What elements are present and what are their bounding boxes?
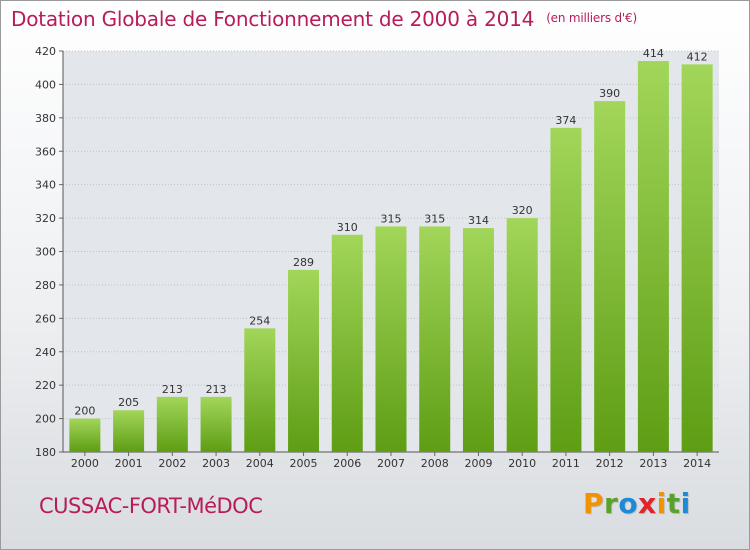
x-tick-label: 2002 — [158, 457, 186, 470]
chart-title: Dotation Globale de Fonctionnement de 20… — [11, 7, 637, 31]
x-tick-label: 2008 — [421, 457, 449, 470]
x-tick-label: 2007 — [377, 457, 405, 470]
logo-letter: P — [583, 487, 605, 520]
bar-value-label: 310 — [337, 221, 358, 234]
bar-value-label: 390 — [599, 87, 620, 100]
bar — [288, 269, 320, 452]
logo-letter: r — [604, 487, 619, 520]
bar-value-label: 213 — [162, 383, 183, 396]
proxiti-logo: Proxiti — [583, 487, 691, 520]
x-tick-label: 2004 — [246, 457, 274, 470]
logo-letter: i — [656, 487, 667, 520]
bar — [69, 418, 101, 452]
x-tick-label: 2014 — [683, 457, 711, 470]
y-tick-label: 400 — [35, 78, 56, 91]
bar-value-label: 414 — [643, 47, 664, 60]
bar-value-label: 200 — [74, 405, 95, 418]
bar — [419, 226, 451, 452]
y-tick-label: 220 — [35, 379, 56, 392]
bar-value-label: 314 — [468, 214, 489, 227]
y-tick-label: 260 — [35, 312, 56, 325]
y-tick-label: 380 — [35, 112, 56, 125]
bar-value-label: 205 — [118, 396, 139, 409]
unit-note: (en milliers d'€) — [546, 11, 637, 25]
bar-value-label: 289 — [293, 256, 314, 269]
chart-title-text: Dotation Globale de Fonctionnement de 20… — [11, 7, 535, 31]
x-tick-label: 2012 — [596, 457, 624, 470]
commune-name: CUSSAC-FORT-MéDOC — [39, 494, 263, 518]
bar — [462, 228, 494, 452]
x-tick-label: 2010 — [508, 457, 536, 470]
bar-value-label: 374 — [555, 114, 576, 127]
bar — [550, 127, 582, 452]
y-tick-label: 200 — [35, 413, 56, 426]
bar — [113, 410, 145, 452]
logo-letter: i — [680, 487, 691, 520]
y-tick-label: 240 — [35, 346, 56, 359]
bar — [594, 101, 626, 452]
x-tick-label: 2011 — [552, 457, 580, 470]
logo-letter: o — [618, 487, 639, 520]
bar-value-label: 320 — [512, 204, 533, 217]
bar — [375, 226, 407, 452]
x-tick-label: 2001 — [115, 457, 143, 470]
bar — [681, 64, 713, 452]
bar — [244, 328, 276, 452]
logo-letter: x — [638, 487, 657, 520]
y-tick-label: 360 — [35, 145, 56, 158]
x-tick-label: 2000 — [71, 457, 99, 470]
bar-value-label: 412 — [687, 50, 708, 63]
bar-value-label: 315 — [381, 212, 402, 225]
bar-value-label: 315 — [424, 212, 445, 225]
y-tick-label: 300 — [35, 246, 56, 259]
x-tick-label: 2005 — [290, 457, 318, 470]
y-tick-label: 340 — [35, 179, 56, 192]
x-tick-label: 2006 — [333, 457, 361, 470]
bar — [637, 61, 669, 453]
bar — [156, 396, 188, 452]
x-tick-label: 2003 — [202, 457, 230, 470]
y-tick-label: 420 — [35, 45, 56, 58]
bar — [506, 218, 538, 452]
x-tick-label: 2009 — [464, 457, 492, 470]
y-tick-label: 280 — [35, 279, 56, 292]
y-tick-label: 320 — [35, 212, 56, 225]
y-tick-label: 180 — [35, 446, 56, 459]
bar-value-label: 213 — [206, 383, 227, 396]
bar — [200, 396, 232, 452]
bar-value-label: 254 — [249, 314, 270, 327]
x-tick-label: 2013 — [639, 457, 667, 470]
bar — [331, 234, 363, 452]
logo-letter: t — [666, 487, 681, 520]
